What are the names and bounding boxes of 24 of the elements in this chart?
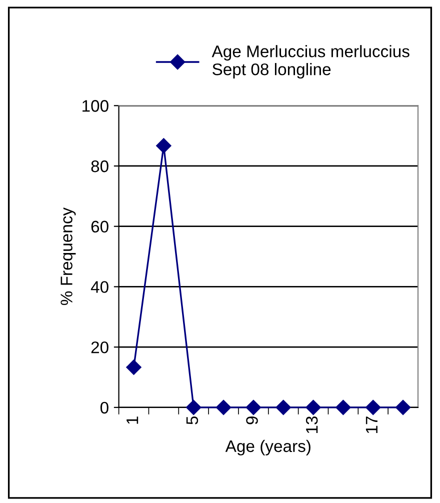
point	[366, 400, 381, 415]
point	[126, 360, 142, 375]
x-axis-title: Age (years)	[225, 440, 310, 456]
legend-label: Age Merluccius merluccius Sept 08 longline	[212, 45, 410, 79]
y-tick-label: 20	[91, 341, 108, 354]
y-tick-label: 0	[100, 402, 108, 414]
point	[156, 138, 172, 154]
point	[336, 400, 351, 415]
y-tick-label: 100	[82, 100, 108, 112]
x-tick-label: 5	[186, 416, 198, 424]
point	[216, 400, 232, 415]
point	[246, 400, 262, 415]
y-tick-label: 80	[91, 160, 108, 172]
y-tick-label: 40	[90, 281, 108, 293]
point	[186, 400, 202, 415]
point	[306, 400, 321, 415]
x-tick-label: 17	[366, 416, 378, 434]
y-tick-label: 60	[91, 220, 108, 233]
x-tick-label: 13	[306, 416, 318, 434]
x-tick-label: 9	[246, 416, 258, 424]
x-tick-label: 1	[126, 416, 138, 424]
point	[276, 400, 291, 415]
point	[395, 400, 411, 415]
y-axis-title: % Frequency	[60, 207, 76, 306]
